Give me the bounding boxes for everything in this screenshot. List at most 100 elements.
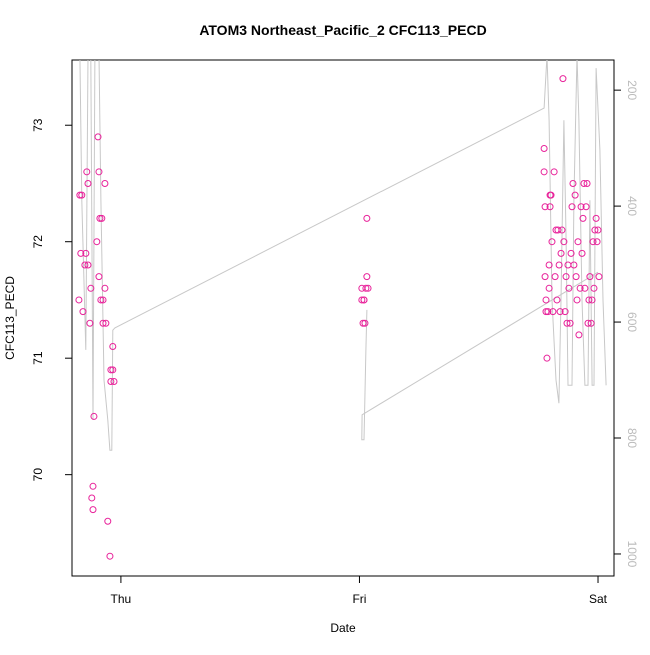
point <box>543 354 551 362</box>
point <box>578 249 586 257</box>
x-tick-label: Sat <box>589 592 608 606</box>
point <box>583 179 591 187</box>
point <box>358 296 366 304</box>
y-axis-label: CFC113_PECD <box>3 276 17 360</box>
point <box>76 191 84 199</box>
point <box>580 179 588 187</box>
y-tick-label: 70 <box>31 468 45 482</box>
y2-tick-label: 800 <box>625 428 639 448</box>
point <box>361 319 369 327</box>
point <box>595 273 603 281</box>
point <box>582 203 590 211</box>
point <box>542 296 550 304</box>
point <box>593 238 601 246</box>
point <box>95 273 103 281</box>
point <box>542 308 550 316</box>
point <box>568 203 576 211</box>
point <box>551 273 559 281</box>
point <box>82 249 90 257</box>
point <box>567 249 575 257</box>
plot-box <box>71 59 615 577</box>
point <box>585 296 593 304</box>
x-tick-label: Thu <box>111 592 132 606</box>
point <box>574 238 582 246</box>
point <box>84 261 92 269</box>
x-tick-label: Fri <box>352 592 366 606</box>
point <box>545 284 553 292</box>
point <box>558 226 566 234</box>
point <box>88 494 96 502</box>
point <box>540 168 548 176</box>
point <box>547 191 555 199</box>
point <box>86 319 94 327</box>
point <box>541 203 549 211</box>
point <box>77 249 85 257</box>
point <box>81 261 89 269</box>
point <box>75 296 83 304</box>
point <box>560 238 568 246</box>
point <box>592 214 600 222</box>
point <box>109 343 117 351</box>
point <box>557 249 565 257</box>
y-tick-label: 73 <box>31 118 45 132</box>
y2-tick-label: 200 <box>625 80 639 100</box>
point <box>561 308 569 316</box>
point <box>94 133 102 141</box>
point <box>102 319 110 327</box>
point <box>591 226 599 234</box>
point <box>358 284 366 292</box>
y-tick-label: 71 <box>31 351 45 365</box>
point <box>577 203 585 211</box>
point <box>553 296 561 304</box>
point <box>83 168 91 176</box>
point <box>541 273 549 281</box>
point <box>109 366 117 374</box>
point <box>363 214 371 222</box>
point <box>572 273 580 281</box>
point <box>594 226 602 234</box>
y2-tick-label: 400 <box>625 196 639 216</box>
point <box>565 284 573 292</box>
point <box>564 261 572 269</box>
point <box>362 284 370 292</box>
point <box>104 517 112 525</box>
point <box>97 296 105 304</box>
point <box>579 214 587 222</box>
point <box>576 284 584 292</box>
point <box>107 366 115 374</box>
x-axis-label: Date <box>330 621 356 635</box>
point <box>575 331 583 339</box>
point <box>566 319 574 327</box>
point <box>84 179 92 187</box>
point <box>569 179 577 187</box>
point <box>570 261 578 269</box>
point <box>101 284 109 292</box>
point <box>556 308 564 316</box>
point <box>96 214 104 222</box>
y2-tick-label: 1000 <box>625 541 639 568</box>
point <box>99 296 107 304</box>
point <box>555 261 563 269</box>
point <box>89 482 97 490</box>
line <box>79 60 607 451</box>
y2-tick-label: 600 <box>625 312 639 332</box>
point <box>571 191 579 199</box>
point <box>79 308 87 316</box>
point <box>550 168 558 176</box>
point <box>554 226 562 234</box>
point <box>548 238 556 246</box>
point <box>581 284 589 292</box>
y-tick-label: 72 <box>31 235 45 249</box>
point <box>540 145 548 153</box>
point <box>549 308 557 316</box>
point <box>106 552 114 560</box>
point <box>101 179 109 187</box>
point <box>588 296 596 304</box>
point <box>78 191 86 199</box>
point <box>563 319 571 327</box>
point <box>359 319 367 327</box>
point <box>544 308 552 316</box>
point <box>546 203 554 211</box>
point <box>95 168 103 176</box>
